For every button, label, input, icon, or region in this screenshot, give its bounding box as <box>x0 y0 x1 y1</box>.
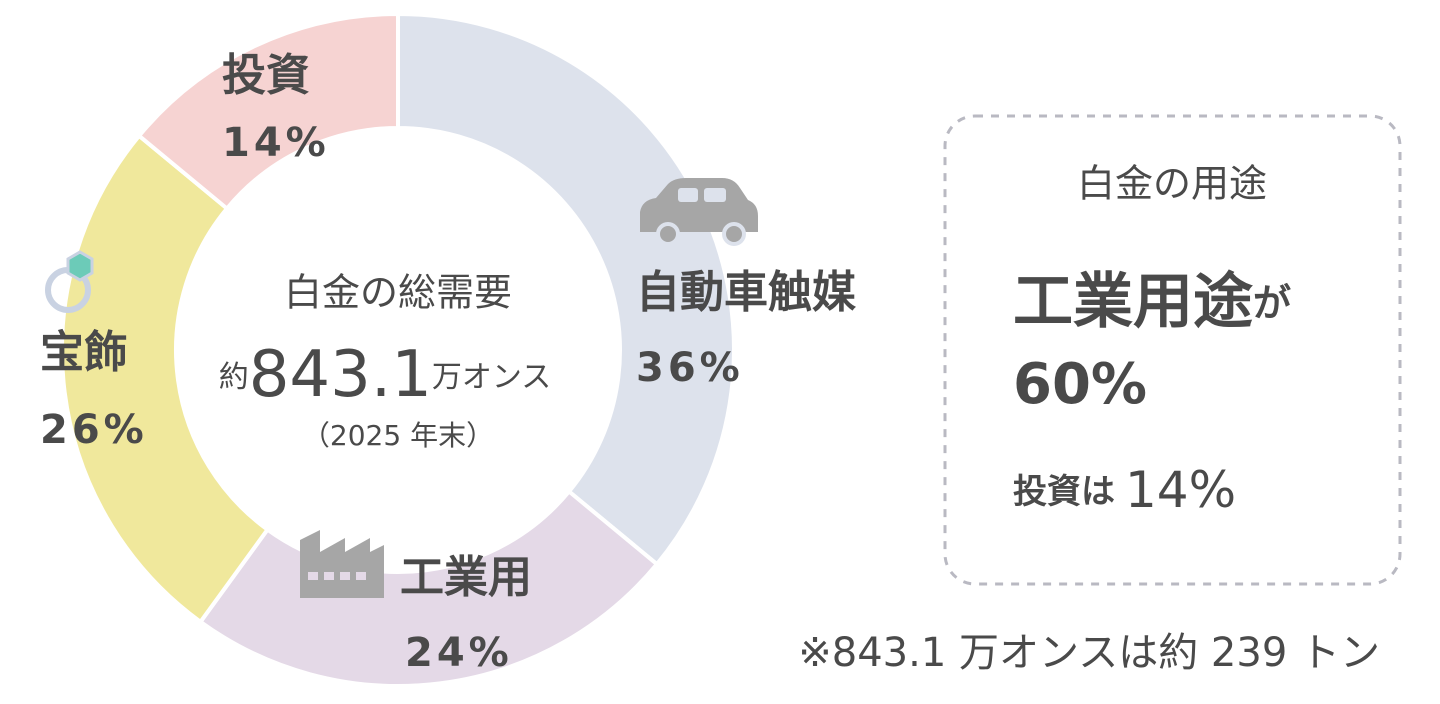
footnote: ※843.1 万オンスは約 239 トン <box>798 630 1380 676</box>
center-amount: 約843.1万オンス <box>219 338 552 412</box>
ring-icon <box>45 250 94 313</box>
sub-value: 14% <box>1125 461 1236 519</box>
particle: が <box>1253 281 1291 325</box>
box-headline: 工業用途が <box>1013 267 1291 337</box>
center-prefix: 約 <box>219 360 249 395</box>
headline-value: 60% <box>1013 352 1147 417</box>
donut <box>60 11 736 688</box>
donut-segment <box>60 133 271 625</box>
donut-segment <box>197 488 660 688</box>
box-title: 白金の用途 <box>1077 162 1267 206</box>
segment-label: 自動車触媒 <box>636 267 857 318</box>
factory-icon <box>300 530 384 598</box>
headline: 工業用途 <box>1013 267 1253 337</box>
donut-segment <box>396 11 736 567</box>
segment-label: 工業用 <box>400 552 532 603</box>
segment-value: 24% <box>405 630 513 676</box>
segment-label: 宝飾 <box>40 327 128 378</box>
box-sub: 投資は 14% <box>1013 461 1236 519</box>
center-title: 白金の総需要 <box>284 271 512 315</box>
segment-label: 投資 <box>222 50 310 101</box>
segment-value: 14% <box>222 120 330 166</box>
summary-box <box>943 114 1402 586</box>
center-number: 843.1 <box>249 338 432 412</box>
sub-label: 投資は <box>1013 472 1115 512</box>
segment-value: 26% <box>40 407 148 453</box>
donut-segment <box>136 11 400 212</box>
center-note: （2025 年末） <box>302 419 494 452</box>
segment-value: 36% <box>636 345 744 391</box>
car-icon <box>640 178 758 246</box>
center-unit: 万オンス <box>432 360 551 395</box>
